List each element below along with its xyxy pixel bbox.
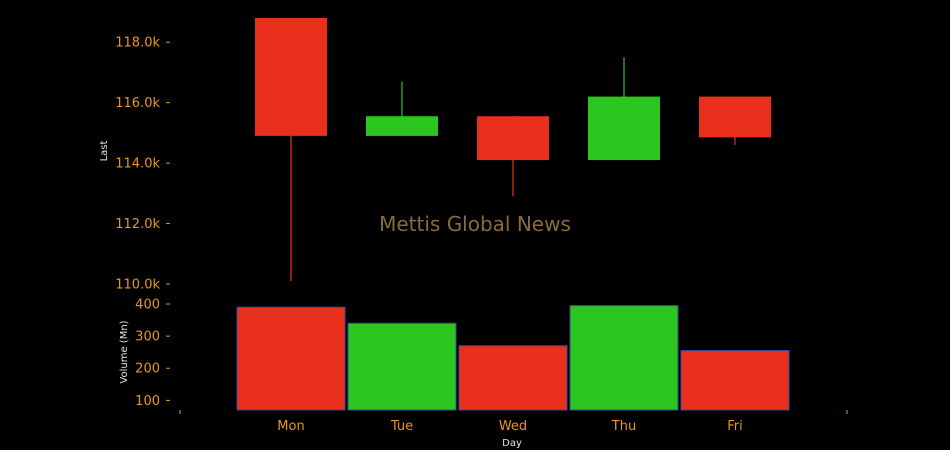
x-tick-label: Wed [499, 419, 527, 434]
candle-body [588, 96, 660, 161]
volume-bar [347, 322, 457, 411]
volume-bar [569, 305, 679, 411]
x-tick-label: Fri [727, 419, 743, 434]
volume-bar [236, 306, 346, 411]
volume-bar [458, 345, 568, 411]
watermark-text: Mettis Global News [379, 212, 571, 236]
volume-tick-label: 300 [135, 330, 160, 345]
price-tick-label: 118.0k [115, 36, 160, 51]
x-tick-label: Mon [277, 419, 304, 434]
candle-body [255, 18, 327, 136]
price-tick-label: 116.0k [115, 96, 160, 111]
price-tick-label: 114.0k [115, 157, 160, 172]
x-tick-label: Thu [611, 419, 636, 434]
candle-body [699, 96, 771, 138]
x-tick-label: Tue [390, 419, 413, 434]
volume-tick-label: 100 [135, 394, 160, 409]
x-axis-title: Day [502, 438, 522, 449]
price-axis-title: Last [99, 141, 110, 162]
price-tick-label: 112.0k [115, 217, 160, 232]
volume-axis-title: Volume (Mn) [119, 320, 130, 383]
volume-tick-label: 200 [135, 362, 160, 377]
volume-bar [680, 350, 790, 411]
volume-tick-label: 400 [135, 298, 160, 313]
candle-body [366, 116, 438, 136]
price-tick-label: 110.0k [115, 278, 160, 293]
candle-body [477, 116, 549, 161]
